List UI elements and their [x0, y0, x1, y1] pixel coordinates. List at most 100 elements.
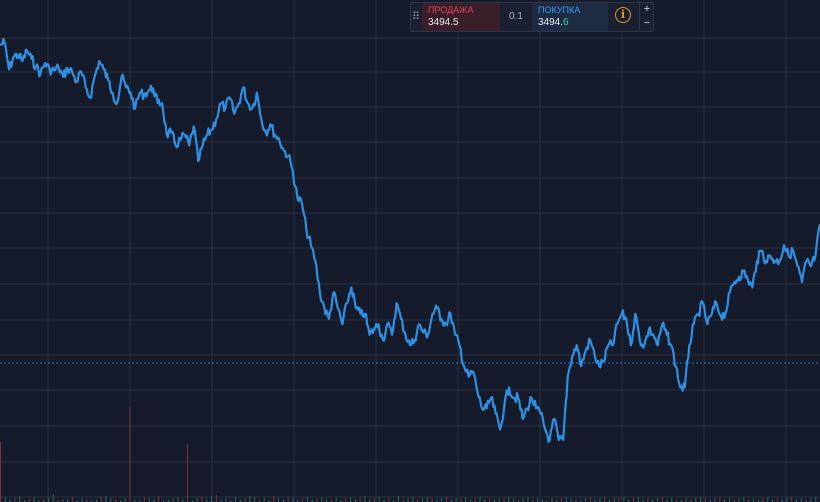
volume-bar: [484, 499, 486, 502]
volume-bar: [441, 498, 443, 502]
volume-bar: [772, 499, 773, 502]
volume-bar: [330, 499, 332, 502]
volume-bar: [599, 498, 601, 502]
volume-bar: [796, 499, 797, 502]
volume-bar: [91, 500, 93, 502]
volume-bar: [177, 497, 179, 502]
volume-bar: [239, 499, 241, 502]
volume-bar: [815, 497, 817, 502]
volume-bar: [517, 499, 519, 502]
volume-bar: [100, 497, 102, 502]
volume-bar: [4, 497, 6, 502]
volume-bar: [810, 498, 812, 502]
buy-price-tail: 6: [563, 17, 569, 28]
volume-bar: [647, 498, 649, 502]
volume-bar: [316, 498, 318, 502]
volume-bar: [28, 499, 30, 502]
volume-bar: [402, 499, 404, 502]
spread-value: 0.1: [509, 11, 523, 22]
volume-bar: [469, 499, 471, 502]
volume-bar: [762, 498, 764, 502]
volume-bar: [369, 499, 371, 502]
volume-bar: [460, 498, 462, 502]
volume-bar: [158, 496, 160, 502]
volume-bar: [661, 497, 663, 502]
volume-bar: [700, 497, 702, 502]
volume-bar: [724, 499, 726, 502]
volume-bar: [378, 497, 380, 502]
volume-bar: [719, 497, 721, 502]
volume-bar: [604, 497, 606, 502]
volume-bar: [321, 497, 323, 502]
volume-bar: [273, 496, 275, 502]
info-icon[interactable]: i: [615, 7, 631, 23]
volume-bar: [743, 497, 745, 502]
volume-bar: [139, 500, 141, 502]
buy-button[interactable]: ПОКУПКА 3494.6: [532, 3, 608, 31]
volume-bar: [182, 499, 184, 502]
volume-bar: [570, 498, 572, 502]
volume-bar: [153, 499, 155, 502]
volume-bar: [24, 500, 25, 502]
trade-panel: ⠿ ПРОДАЖА 3494.5 0.1 ПОКУПКА 3494.6 i + …: [410, 2, 654, 32]
volume-bar: [589, 497, 591, 502]
volume-bar: [455, 498, 457, 502]
volume-bar: [623, 497, 625, 502]
volume-bar: [498, 498, 500, 502]
volume-bar: [278, 498, 280, 502]
volume-bar: [450, 499, 452, 502]
zoom-out-button[interactable]: −: [643, 17, 651, 29]
volume-bar: [326, 499, 328, 502]
zoom-controls: + −: [639, 3, 654, 31]
volume-bar: [474, 498, 476, 502]
volume-bar: [398, 496, 399, 502]
drag-dots-icon[interactable]: ⠿: [411, 11, 421, 23]
volume-bar: [0, 442, 1, 502]
volume-bar: [527, 497, 529, 502]
volume-bar: [268, 500, 270, 502]
buy-price: 3494.6: [538, 16, 608, 29]
volume-bar: [657, 498, 658, 502]
volume-bar: [62, 499, 64, 502]
volume-bar: [565, 497, 567, 502]
volume-bar: [105, 496, 107, 502]
volume-bar: [263, 498, 265, 502]
volume-bar: [733, 499, 735, 502]
volume-bar: [211, 496, 212, 502]
volume-bar: [230, 500, 232, 502]
volume-bar: [776, 498, 778, 502]
volume-bar: [115, 499, 117, 502]
volume-bar: [728, 498, 730, 502]
volume-bar: [206, 499, 208, 502]
volume-bar: [580, 500, 582, 502]
volume-bar: [119, 500, 121, 502]
volume-bar: [680, 500, 682, 502]
volume-bar: [95, 499, 97, 502]
volume-bar: [465, 497, 467, 502]
volume-bar: [786, 498, 788, 502]
sell-button[interactable]: ПРОДАЖА 3494.5: [422, 3, 500, 31]
volume-bar: [297, 499, 299, 502]
volume-bar: [134, 499, 136, 502]
volume-bar: [393, 500, 395, 502]
volume-bar: [172, 498, 174, 502]
volume-bar: [417, 499, 419, 502]
volume-bar: [350, 497, 352, 502]
volume-bar: [556, 499, 558, 502]
volume-bar: [43, 499, 45, 502]
volume-bar: [446, 497, 447, 502]
volume-bar: [129, 407, 131, 502]
volume-bar: [546, 500, 548, 502]
volume-bar: [215, 495, 217, 502]
zoom-in-button[interactable]: +: [643, 3, 651, 15]
volume-bar: [671, 498, 673, 502]
volume-bar: [609, 499, 610, 502]
volume-bar: [306, 497, 308, 502]
buy-price-main: 3494.: [538, 17, 564, 28]
volume-bar: [493, 499, 495, 502]
volume-bar: [311, 499, 313, 502]
volume-bar: [67, 499, 69, 502]
volume-bar: [676, 499, 678, 502]
volume-bar: [124, 498, 126, 502]
